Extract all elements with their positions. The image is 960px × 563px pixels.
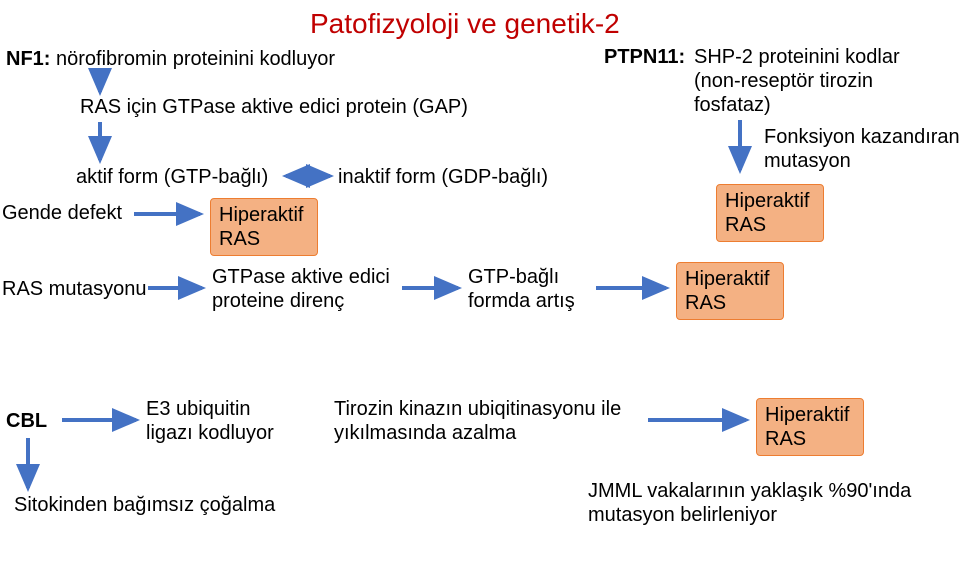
arrows-layer xyxy=(0,0,960,563)
